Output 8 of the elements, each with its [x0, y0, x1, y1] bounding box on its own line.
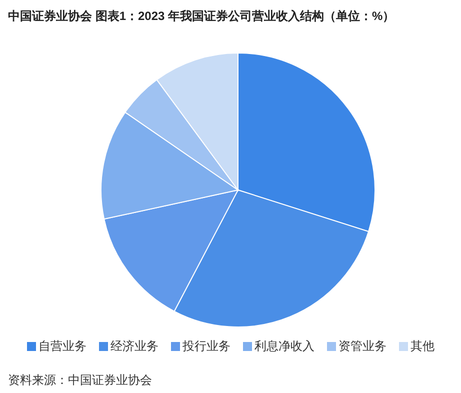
text: 资料来源：中国证券业协会: [8, 372, 152, 389]
legend-label: 自营业务: [38, 338, 86, 355]
legend-label: 投行业务: [182, 338, 230, 355]
legend-label: 资管业务: [338, 338, 386, 355]
legend-label: 利息净收入: [254, 338, 314, 355]
legend-label: 其他: [410, 338, 434, 355]
legend-label: 经济业务: [110, 338, 158, 355]
chart-title: 中国证券业协会 图表1：2023 年我国证券公司营业收入结构（单位：%）: [8, 8, 395, 25]
